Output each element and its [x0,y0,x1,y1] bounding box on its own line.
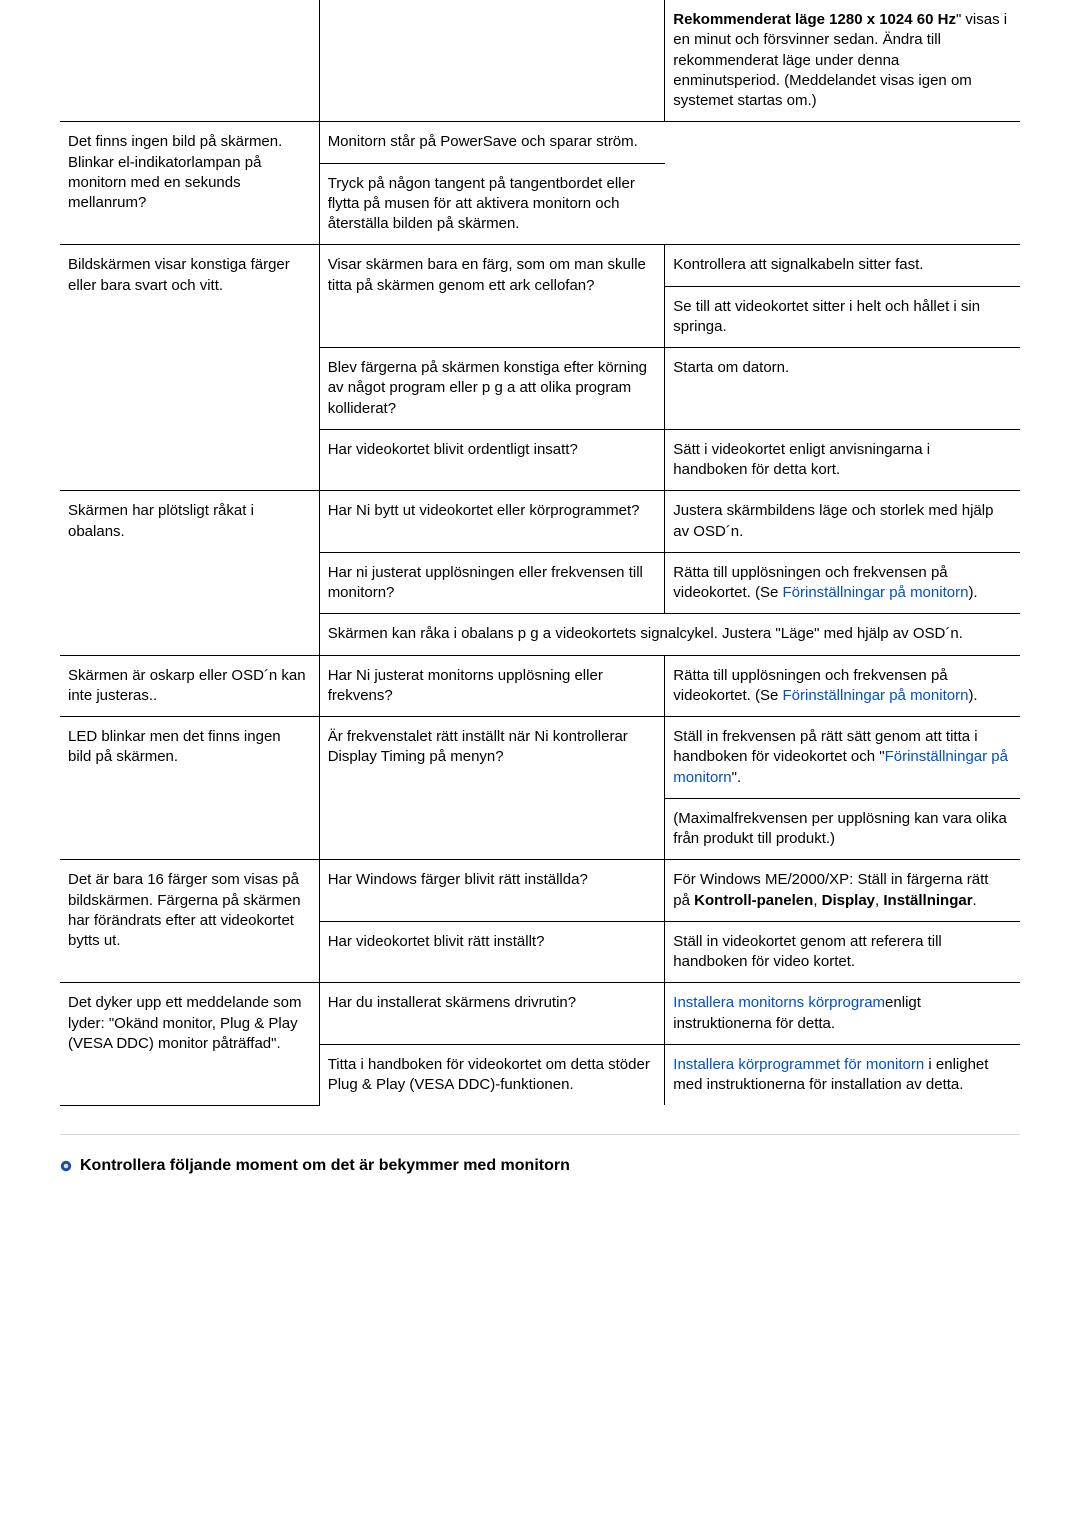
action-cell: Ställ in frekvensen på rätt sätt genom a… [665,717,1020,799]
symptom-cell: Det är bara 16 färger som visas på bilds… [60,860,319,983]
symptom-cell: Skärmen har plötsligt råkat i obalans. [60,491,319,655]
check-cell [319,0,665,122]
symptom-cell: Det dyker upp ett meddelande som lyder: … [60,983,319,1106]
action-cell: Rätta till upplösningen och frekvensen p… [665,552,1020,614]
bullet-icon [60,1160,72,1172]
action-cell: Rekommenderat läge 1280 x 1024 60 Hz" vi… [665,0,1020,122]
check-cell: Har Ni justerat monitorns upplösning ell… [319,655,665,717]
check-cell: Har Windows färger blivit rätt inställda… [319,860,665,922]
check-cell: Har videokortet blivit ordentligt insatt… [319,429,665,491]
check-cell: Är frekvenstalet rätt inställt när Ni ko… [319,717,665,860]
check-cell: Har Ni bytt ut videokortet eller körprog… [319,491,665,553]
check-cell: Har du installerat skärmens drivrutin? [319,983,665,1045]
symptom-cell [60,0,319,122]
action-cell: Monitorn står på PowerSave och sparar st… [319,122,665,163]
section-divider [60,1134,1020,1135]
symptom-cell: LED blinkar men det finns ingen bild på … [60,717,319,860]
action-cell: Justera skärmbildens läge och storlek me… [665,491,1020,553]
action-cell: Installera monitorns körprogramenligt in… [665,983,1020,1045]
action-cell: Installera körprogrammet för monitorn i … [665,1044,1020,1105]
check-cell: Visar skärmen bara en färg, som om man s… [319,245,665,348]
check-cell: Har ni justerat upplösningen eller frekv… [319,552,665,614]
section-title: Kontrollera följande moment om det är be… [80,1155,570,1177]
symptom-cell: Skärmen är oskarp eller OSD´n kan inte j… [60,655,319,717]
section-heading: Kontrollera följande moment om det är be… [60,1155,1020,1197]
action-cell: (Maximalfrekvensen per upplösning kan va… [665,798,1020,860]
check-cell: Har videokortet blivit rätt inställt? [319,921,665,983]
action-cell: Tryck på någon tangent på tangentbordet … [319,163,665,245]
check-cell: Titta i handboken för videokortet om det… [319,1044,665,1105]
symptom-cell: Bildskärmen visar konstiga färger eller … [60,245,319,491]
action-cell: Sätt i videokortet enligt anvisningarna … [665,429,1020,491]
check-cell: Det finns ingen bild på skärmen. Blinkar… [60,122,319,245]
check-cell: Blev färgerna på skärmen konstiga efter … [319,348,665,430]
troubleshooting-table: Rekommenderat läge 1280 x 1024 60 Hz" vi… [60,0,1020,1106]
check-cell: Skärmen kan råka i obalans p g a videoko… [319,614,1020,655]
action-cell: Se till att videokortet sitter i helt oc… [665,286,1020,348]
action-cell: Ställ in videokortet genom att referera … [665,921,1020,983]
action-cell: För Windows ME/2000/XP: Ställ in färgern… [665,860,1020,922]
action-cell: Rätta till upplösningen och frekvensen p… [665,655,1020,717]
action-cell: Kontrollera att signalkabeln sitter fast… [665,245,1020,286]
action-cell: Starta om datorn. [665,348,1020,430]
